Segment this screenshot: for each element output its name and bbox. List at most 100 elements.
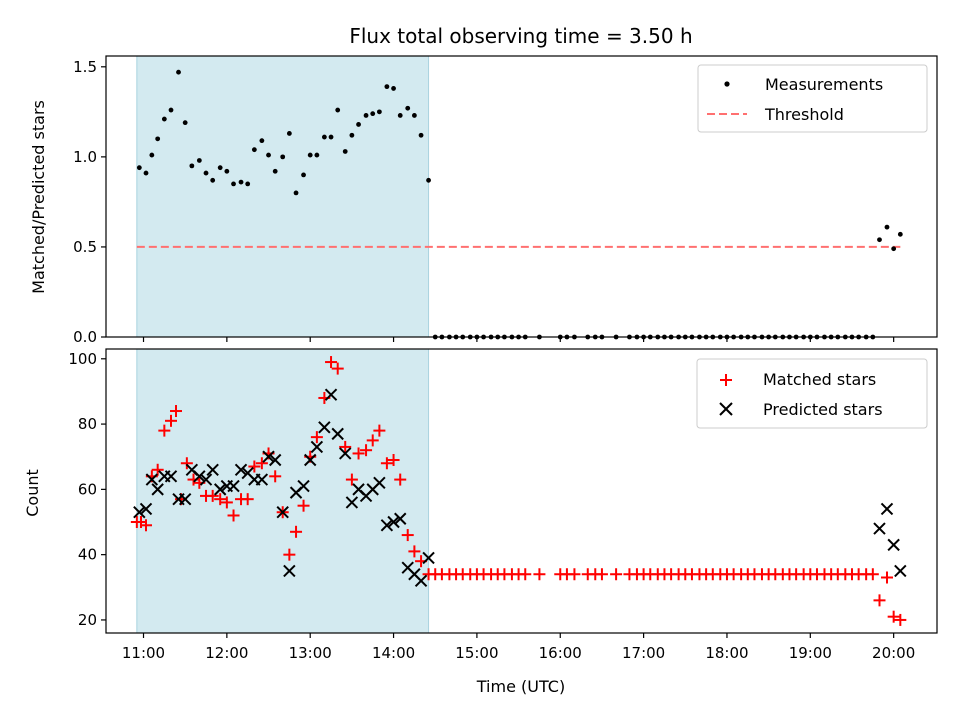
measurement-point xyxy=(321,134,327,140)
predicted-star-marker xyxy=(880,502,894,516)
legend-measurements-label: Measurements xyxy=(765,75,883,94)
measurement-point xyxy=(143,170,149,176)
measurement-point xyxy=(301,172,306,178)
matched-star-marker xyxy=(387,453,400,466)
measurement-point xyxy=(217,165,223,171)
matched-star-marker xyxy=(533,568,546,581)
predicted-star-marker xyxy=(276,506,289,519)
matched-star-marker xyxy=(158,424,171,437)
y-tick-label: 0.0 xyxy=(73,328,97,346)
matched-star-marker xyxy=(339,440,352,453)
predicted-star-marker xyxy=(894,564,907,578)
predicted-star-marker xyxy=(234,463,248,476)
measurement-point xyxy=(149,152,155,158)
predicted-star-marker xyxy=(345,496,359,509)
matched-star-marker xyxy=(331,362,344,375)
measurement-point xyxy=(168,107,174,113)
matched-star-marker xyxy=(866,568,879,581)
measurement-point xyxy=(370,111,376,117)
measurement-point xyxy=(891,246,897,252)
predicted-star-marker xyxy=(262,450,275,463)
x-tick-label: 15:00 xyxy=(455,644,498,662)
x-tick-label: 12:00 xyxy=(205,644,248,662)
predicted-star-marker xyxy=(268,453,282,467)
matched-star-marker xyxy=(248,460,261,473)
matched-star-marker xyxy=(394,473,407,486)
measurement-point xyxy=(397,113,403,118)
measurement-point xyxy=(286,131,292,136)
measurement-point xyxy=(293,190,299,196)
matched-star-marker xyxy=(360,444,373,457)
measurement-point xyxy=(335,107,341,113)
y-tick-label: 100 xyxy=(68,350,97,368)
predicted-star-marker xyxy=(297,479,310,493)
measurement-point xyxy=(328,134,334,140)
matched-star-marker xyxy=(595,568,608,581)
measurement-point xyxy=(418,132,424,138)
measurement-point xyxy=(342,149,348,154)
x-tick-label: 17:00 xyxy=(622,644,665,662)
bottom-legend-box xyxy=(696,358,928,429)
predicted-star-marker xyxy=(164,470,178,483)
matched-star-marker xyxy=(610,568,623,581)
predicted-star-marker xyxy=(145,473,159,486)
matched-star-marker xyxy=(206,489,219,502)
matched-star-marker xyxy=(519,568,532,581)
measurement-point xyxy=(405,105,411,111)
predicted-star-marker xyxy=(178,492,192,506)
matched-star-marker xyxy=(568,568,581,581)
matched-star-marker xyxy=(873,594,886,607)
predicted-star-marker xyxy=(283,564,296,578)
matched-star-marker xyxy=(269,470,282,483)
matched-star-marker xyxy=(255,457,268,470)
matched-star-marker xyxy=(297,499,310,512)
predicted-star-marker xyxy=(422,551,435,565)
predicted-star-marker xyxy=(339,447,352,460)
predicted-star-marker xyxy=(304,453,317,467)
x-tick-label: 19:00 xyxy=(789,644,832,662)
measurement-point xyxy=(196,158,202,163)
matched-star-marker xyxy=(401,529,414,542)
legend-matched-label: Matched stars xyxy=(763,370,876,389)
observing-window-shade xyxy=(136,348,430,634)
top-legend: Measurements Threshold xyxy=(697,64,928,133)
legend-matched-marker xyxy=(720,374,732,386)
y-tick-label: 60 xyxy=(78,480,97,498)
y-tick-label: 1.5 xyxy=(73,58,97,76)
predicted-star-marker xyxy=(133,506,146,519)
measurement-point xyxy=(203,170,209,176)
top-legend-box xyxy=(697,64,928,133)
predicted-star-marker xyxy=(373,476,386,490)
measurement-point xyxy=(349,132,355,138)
top-ylabel: Matched/Predicted stars xyxy=(29,100,48,294)
measurement-point xyxy=(307,152,313,158)
predicted-star-marker xyxy=(331,427,344,441)
predicted-star-marker xyxy=(414,574,428,587)
legend-predicted-marker xyxy=(719,402,733,416)
bottom-panel: 20 40 60 80 100 11:00 12:00 13:00 14:00 15:00 16:… xyxy=(23,348,938,696)
legend-measurements-marker xyxy=(724,81,730,87)
legend-predicted-label: Predicted stars xyxy=(763,400,883,419)
measurement-point xyxy=(426,177,431,183)
bottom-axes-frame xyxy=(105,348,938,634)
matched-star-marker xyxy=(220,496,233,509)
predicted-star-marker xyxy=(199,473,213,486)
predicted-star-marker xyxy=(394,512,407,525)
measurement-point xyxy=(280,154,286,160)
measurement-point xyxy=(884,224,890,230)
matched-star-marker xyxy=(345,473,358,486)
measurement-point xyxy=(136,165,142,171)
measurement-point xyxy=(224,168,230,174)
measurement-point xyxy=(411,113,417,118)
measurement-point xyxy=(182,120,188,126)
measurement-point xyxy=(176,69,181,75)
y-tick-label: 1.0 xyxy=(73,148,97,166)
observing-window-shade xyxy=(136,55,430,338)
matched-star-marker xyxy=(165,414,178,427)
matched-star-marker xyxy=(380,457,393,470)
matched-star-marker xyxy=(140,519,153,532)
x-tick-label: 16:00 xyxy=(539,644,582,662)
y-tick-label: 40 xyxy=(78,546,97,564)
matched-star-marker xyxy=(241,493,254,506)
